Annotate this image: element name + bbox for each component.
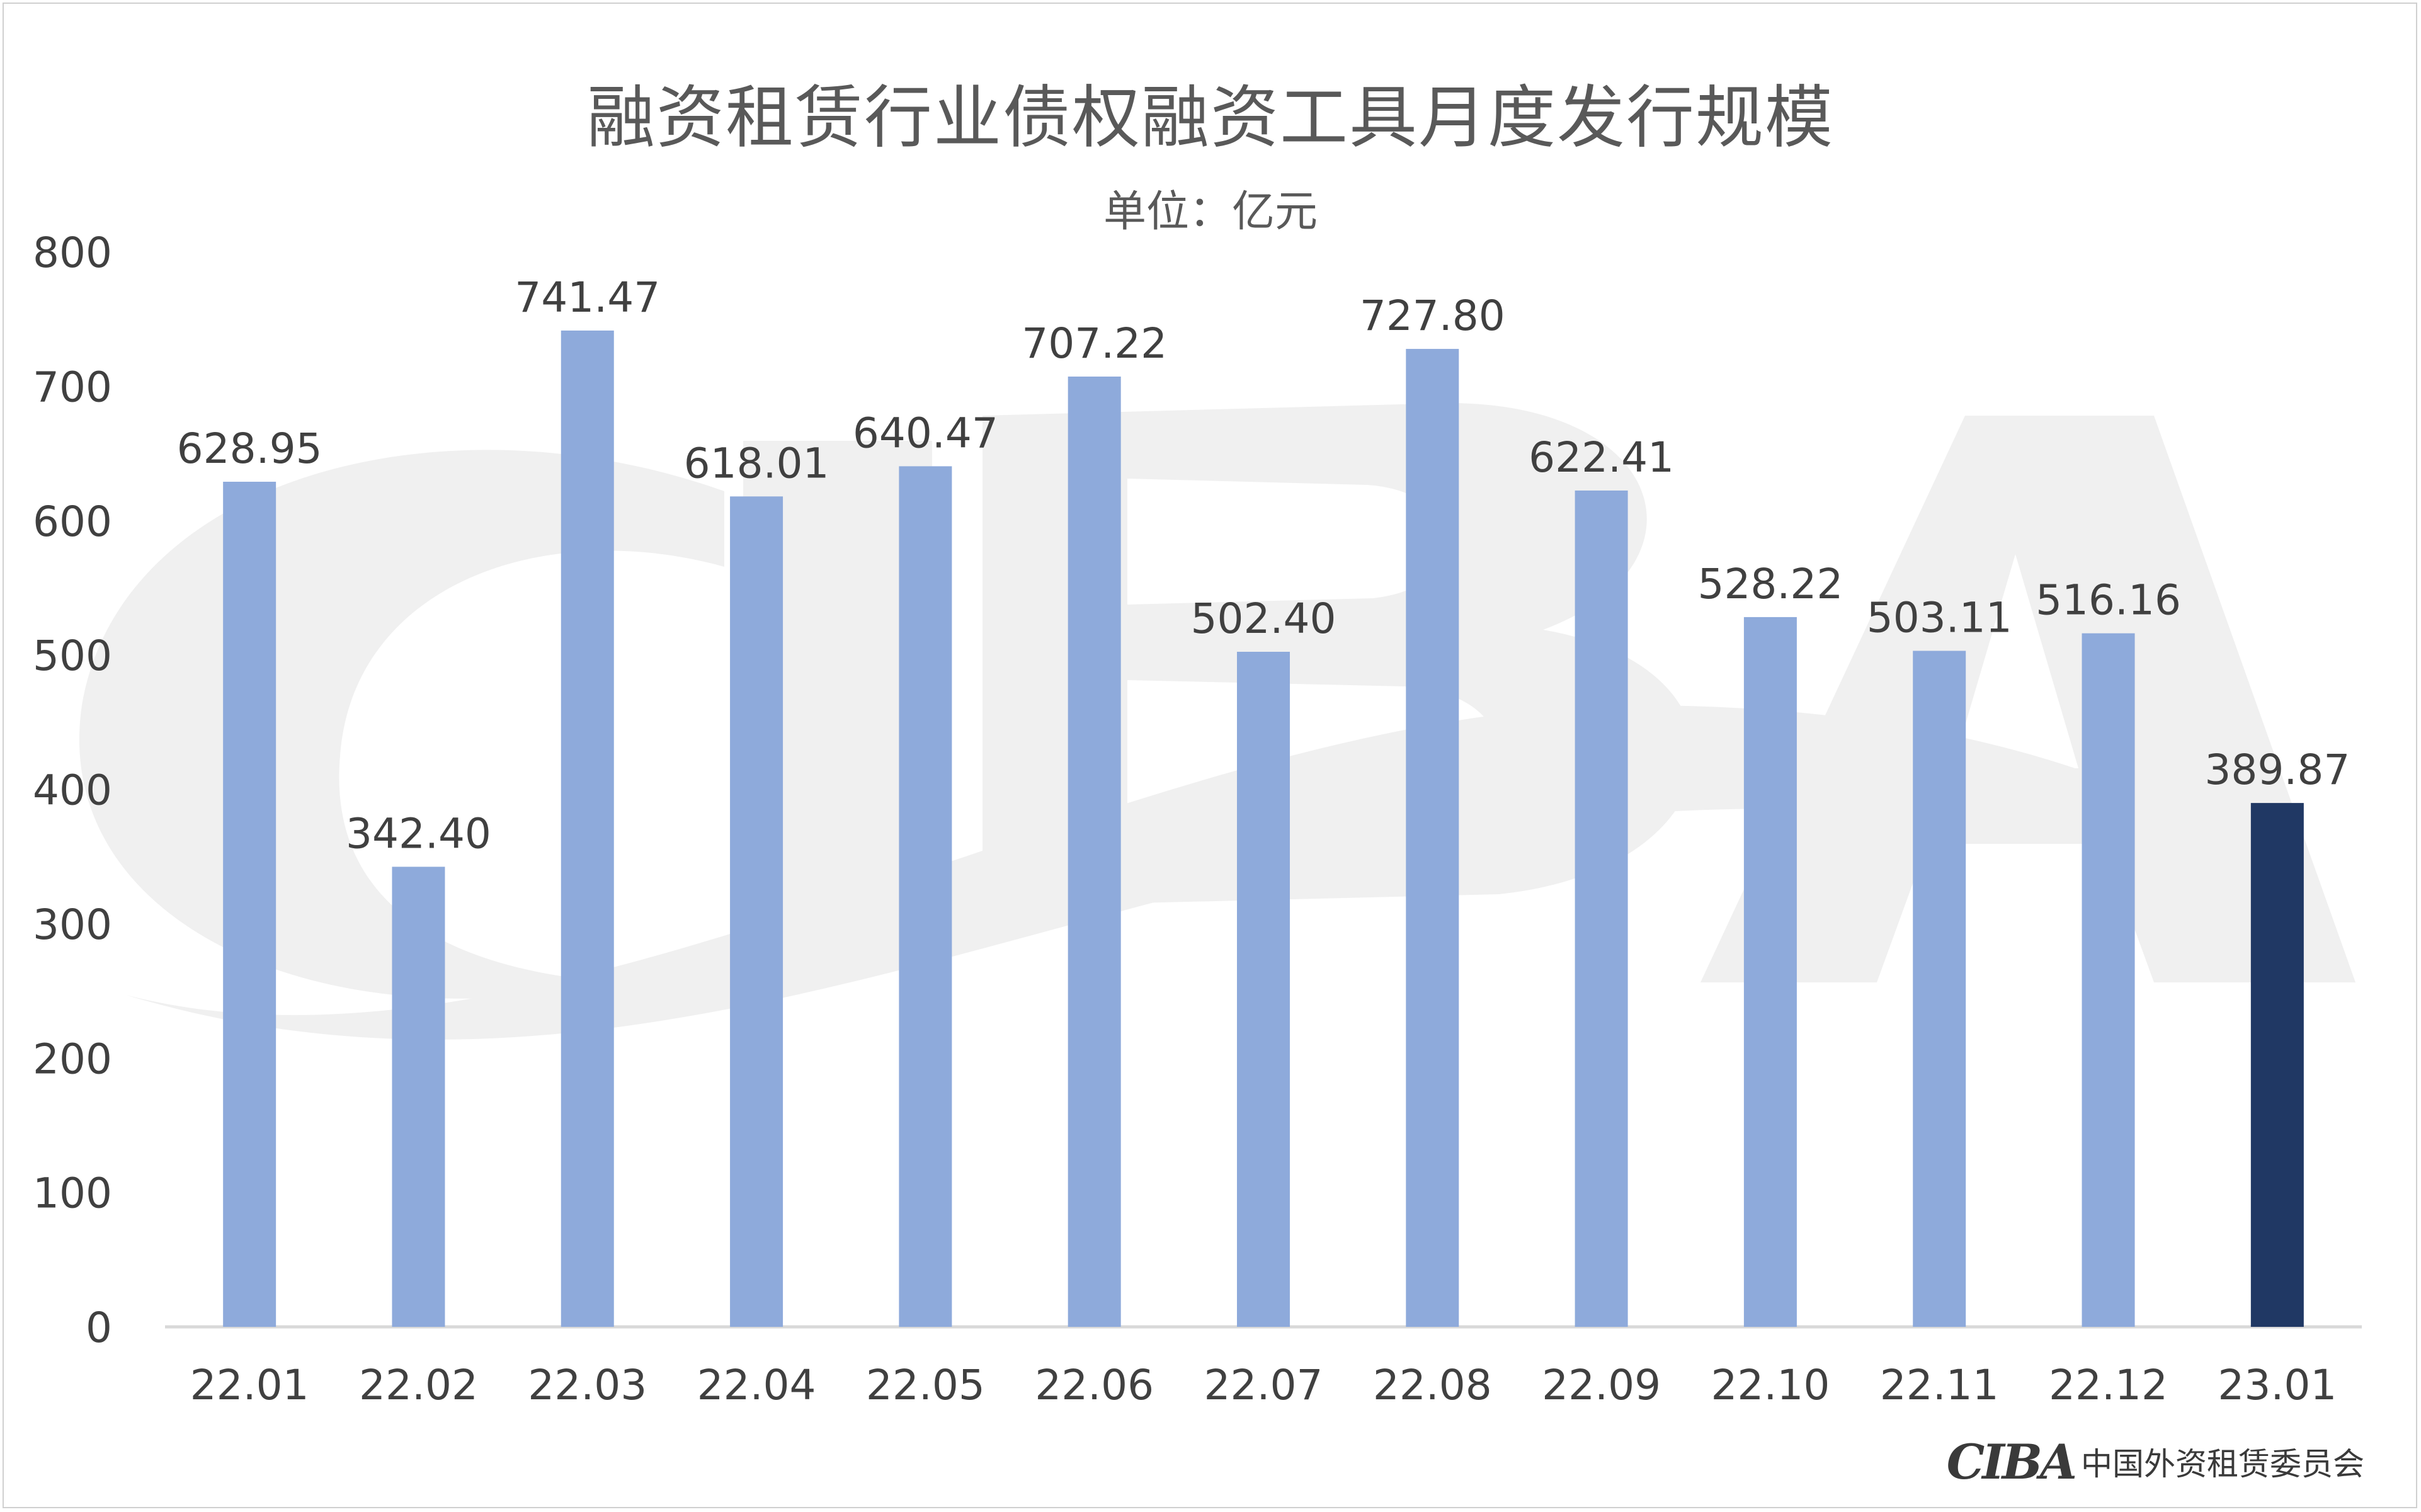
footer-branding: CIBA 中国外资租赁委员会 xyxy=(1946,1433,2364,1490)
bar-22.02 xyxy=(392,867,445,1327)
y-tick-label: 400 xyxy=(33,766,112,815)
bar-22.06 xyxy=(1068,376,1121,1327)
bar-22.08 xyxy=(1406,349,1459,1327)
bar-value-label: 503.11 xyxy=(1867,593,2012,642)
chart-subtitle: 单位：亿元 xyxy=(1103,187,1318,237)
bar-22.01 xyxy=(223,481,276,1327)
bar-value-label: 389.87 xyxy=(2204,746,2350,794)
bar-value-label: 516.16 xyxy=(2036,576,2181,625)
x-tick-label: 22.06 xyxy=(1035,1361,1154,1409)
x-tick-label: 22.02 xyxy=(359,1361,478,1409)
x-tick-label: 22.07 xyxy=(1204,1361,1323,1409)
bar-22.11 xyxy=(1913,651,1966,1327)
bar-23.01 xyxy=(2250,803,2304,1327)
bar-value-label: 727.80 xyxy=(1360,292,1505,340)
ciba-logo: CIBA xyxy=(1946,1433,2077,1490)
bar-value-label: 618.01 xyxy=(684,439,829,487)
bar-value-label: 502.40 xyxy=(1191,594,1336,643)
bar-value-label: 528.22 xyxy=(1697,560,1843,608)
bar-22.10 xyxy=(1743,617,1797,1327)
bar-value-label: 342.40 xyxy=(346,809,491,858)
bar-value-label: 622.41 xyxy=(1529,433,1674,482)
y-tick-label: 300 xyxy=(33,901,112,949)
y-tick-label: 0 xyxy=(86,1304,112,1352)
bar-value-label: 707.22 xyxy=(1022,319,1167,368)
y-tick-label: 600 xyxy=(33,497,112,546)
x-tick-label: 22.04 xyxy=(697,1361,816,1409)
bar-value-label: 640.47 xyxy=(853,409,998,457)
x-tick-label: 22.09 xyxy=(1542,1361,1661,1409)
bar-22.07 xyxy=(1237,652,1290,1327)
chart-title: 融资租赁行业债权融资工具月度发行规模 xyxy=(586,79,1834,157)
bar-value-label: 741.47 xyxy=(515,273,660,322)
x-tick-label: 22.12 xyxy=(2049,1361,2168,1409)
y-tick-label: 100 xyxy=(33,1169,112,1218)
y-tick-label: 500 xyxy=(33,632,112,680)
bar-22.03 xyxy=(561,330,614,1327)
y-tick-label: 700 xyxy=(33,363,112,411)
y-tick-label: 800 xyxy=(33,229,112,277)
x-tick-label: 22.05 xyxy=(866,1361,985,1409)
footer-org-name: 中国外资租赁委员会 xyxy=(2081,1446,2364,1482)
bar-value-label: 628.95 xyxy=(177,424,322,473)
x-tick-label: 22.10 xyxy=(1711,1361,1830,1409)
x-tick-label: 22.11 xyxy=(1880,1361,1999,1409)
y-tick-label: 200 xyxy=(33,1035,112,1083)
x-tick-label: 22.08 xyxy=(1373,1361,1492,1409)
x-tick-label: 22.01 xyxy=(190,1361,309,1409)
x-tick-label: 22.03 xyxy=(528,1361,647,1409)
bar-22.09 xyxy=(1575,490,1628,1327)
bar-22.12 xyxy=(2082,633,2135,1327)
bar-22.05 xyxy=(899,466,952,1327)
x-tick-label: 23.01 xyxy=(2218,1361,2337,1409)
bar-22.04 xyxy=(730,496,783,1327)
